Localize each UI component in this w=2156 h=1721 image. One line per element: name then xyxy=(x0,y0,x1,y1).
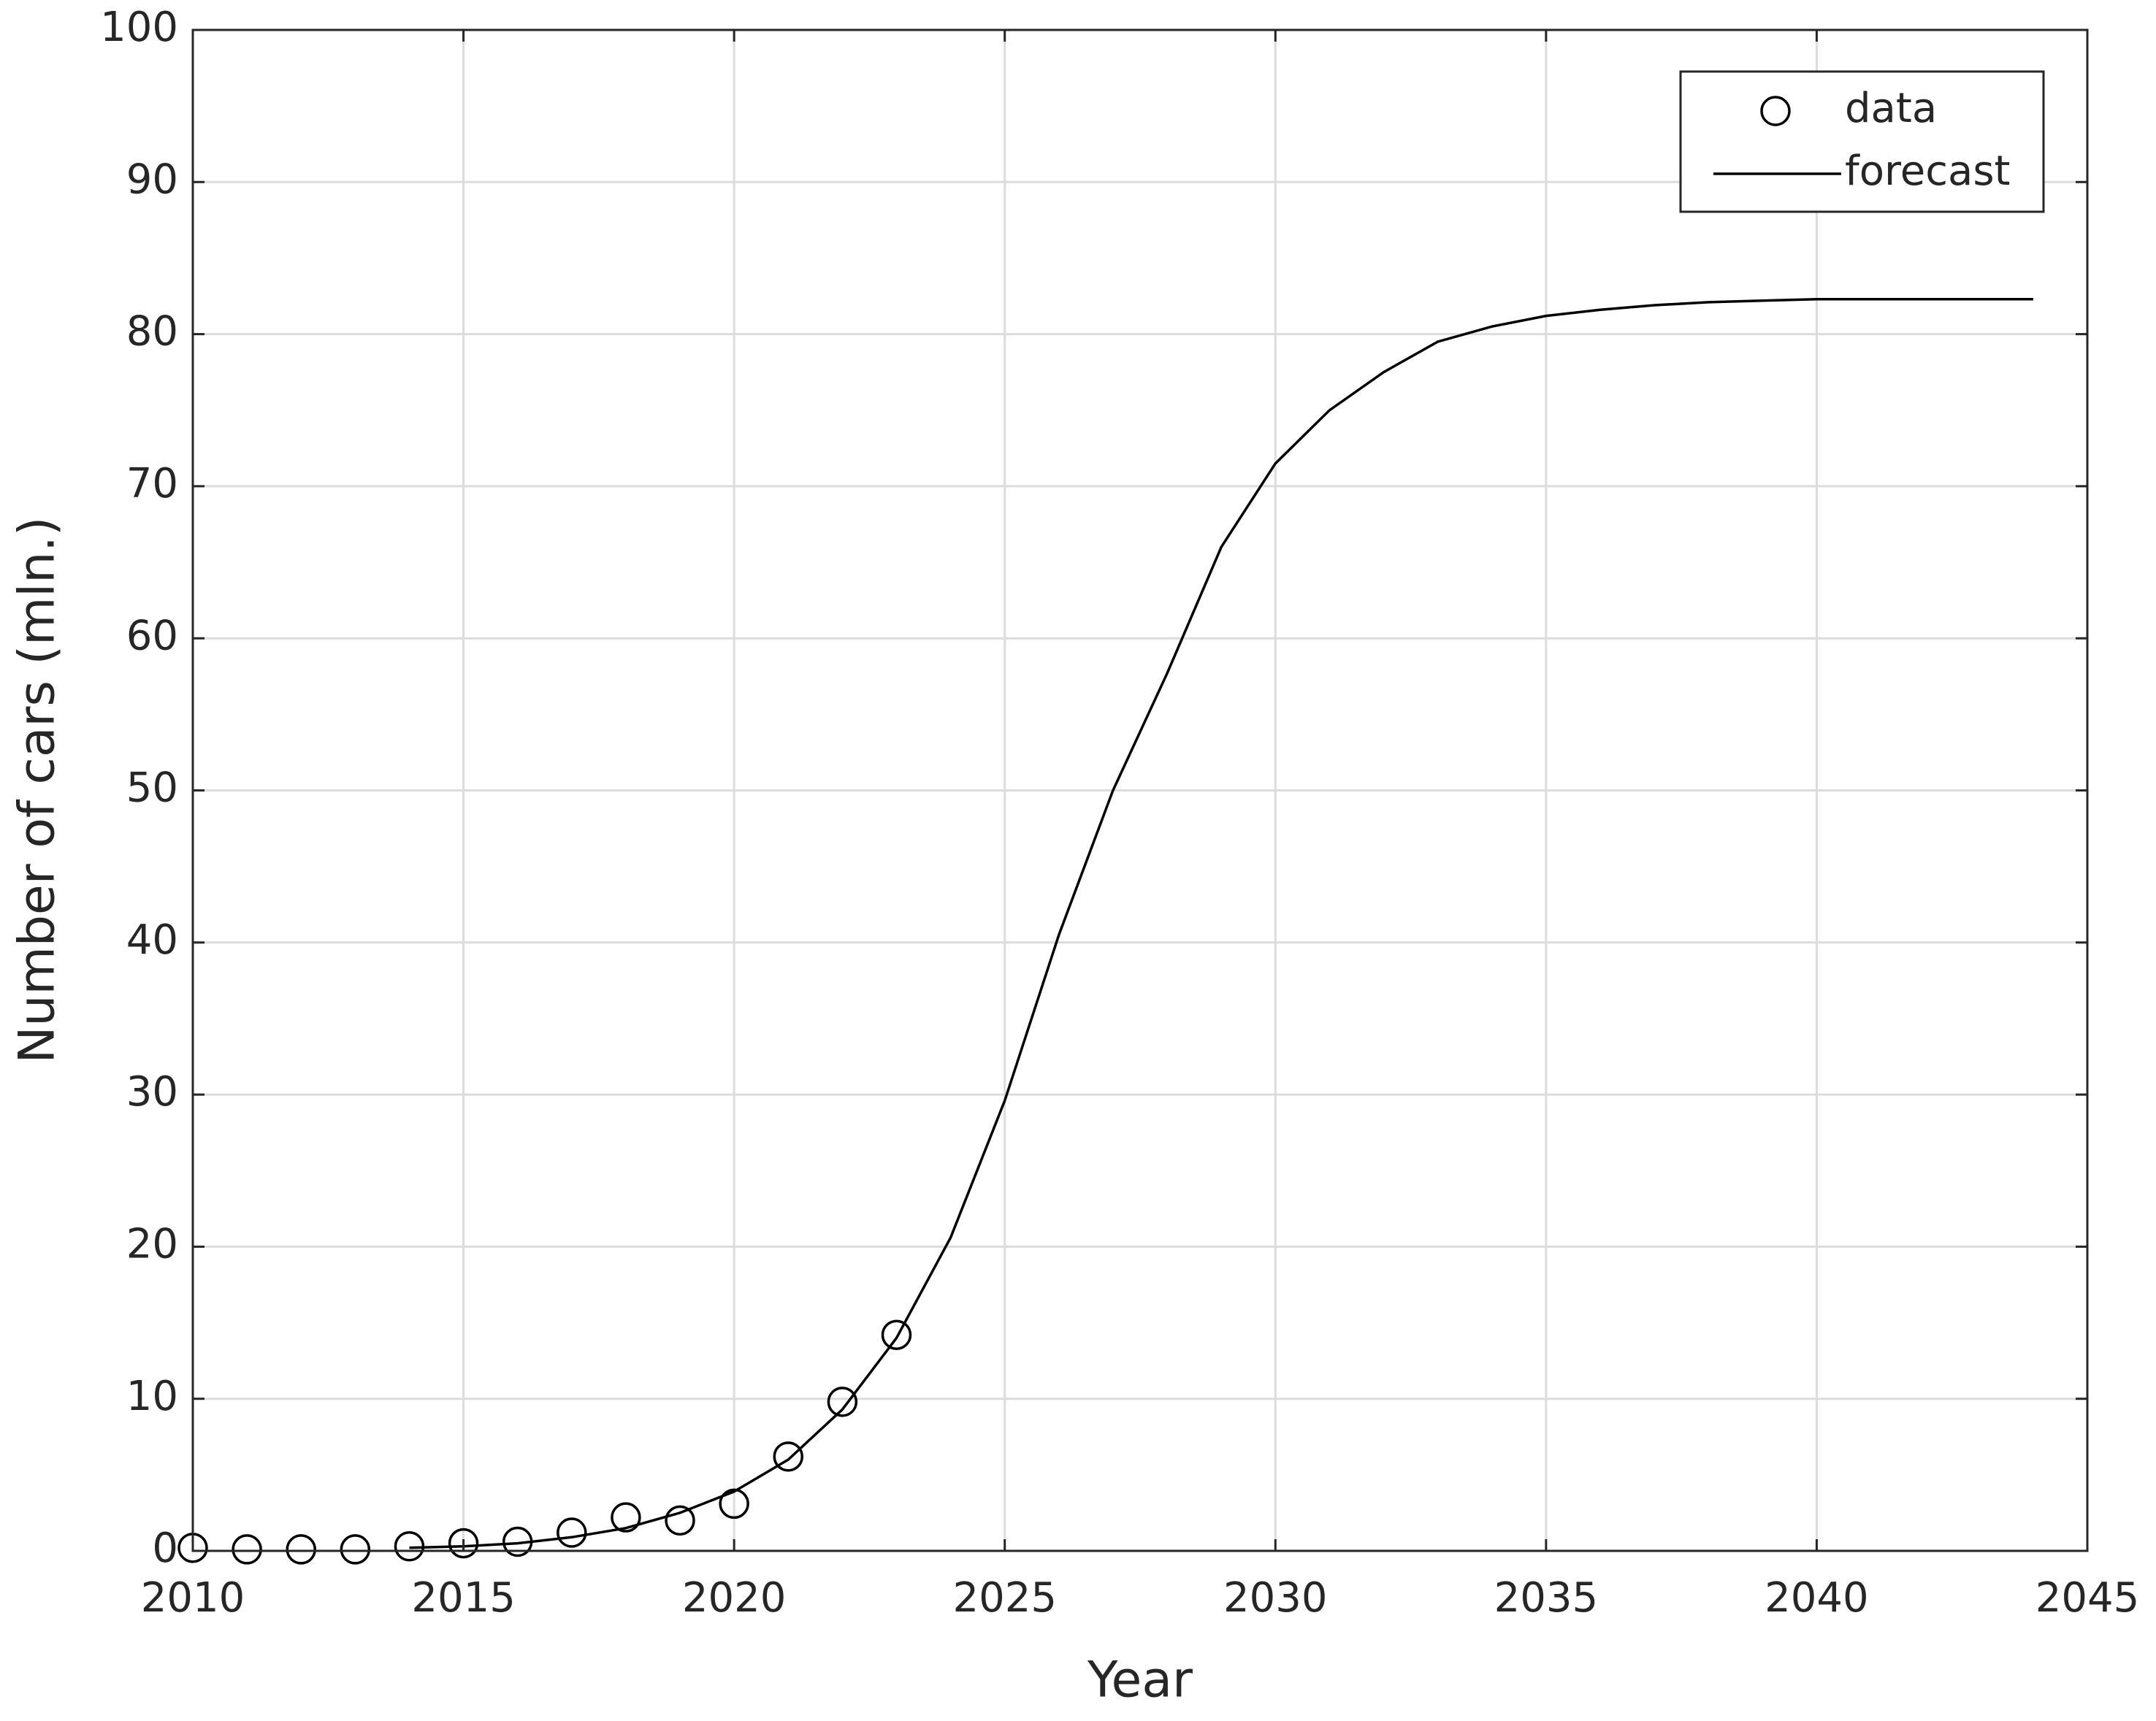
plot-area xyxy=(177,297,2033,1565)
y-tick-label: 30 xyxy=(126,1068,178,1116)
y-tick-label: 90 xyxy=(126,156,178,203)
data-point xyxy=(286,1534,316,1565)
y-tick-label: 100 xyxy=(100,4,178,51)
data-point xyxy=(340,1534,371,1565)
legend-label: data xyxy=(1845,85,1937,132)
legend-label: forecast xyxy=(1845,147,2010,195)
x-tick-label: 2015 xyxy=(411,1574,516,1622)
x-tick-label: 2010 xyxy=(141,1574,245,1622)
legend: data forecast xyxy=(1679,70,2045,213)
x-tick-label: 2025 xyxy=(952,1574,1057,1622)
y-axis-label: Number of cars (mln.) xyxy=(9,517,66,1064)
x-tick-label: 2040 xyxy=(1765,1574,1869,1622)
x-tick-label: 2030 xyxy=(1223,1574,1328,1622)
y-tick-label: 60 xyxy=(126,612,178,659)
legend-marker xyxy=(1760,96,1791,126)
forecast-line xyxy=(409,297,2033,1549)
legend-box xyxy=(1679,70,2045,213)
y-tick-label: 10 xyxy=(126,1373,178,1420)
y-tick-label: 70 xyxy=(126,460,178,507)
y-tick-label: 50 xyxy=(126,764,178,812)
data-point xyxy=(557,1517,587,1548)
data-point xyxy=(232,1534,262,1565)
y-tick-label: 80 xyxy=(126,308,178,356)
data-point xyxy=(773,1441,804,1472)
x-tick-label: 2045 xyxy=(2035,1574,2140,1622)
data-point xyxy=(448,1528,479,1559)
x-tick-label: 2020 xyxy=(682,1574,787,1622)
x-axis-label: Year xyxy=(1087,1652,1193,1709)
y-tick-label: 0 xyxy=(152,1525,178,1572)
y-tick-label: 20 xyxy=(126,1221,178,1268)
data-point xyxy=(611,1502,641,1533)
data-point xyxy=(665,1505,695,1536)
data-point xyxy=(719,1488,749,1519)
x-tick-label: 2035 xyxy=(1494,1574,1599,1622)
data-point xyxy=(827,1387,858,1417)
y-tick-label: 40 xyxy=(126,916,178,964)
axes-frame xyxy=(191,28,2089,1552)
data-point xyxy=(881,1319,912,1350)
